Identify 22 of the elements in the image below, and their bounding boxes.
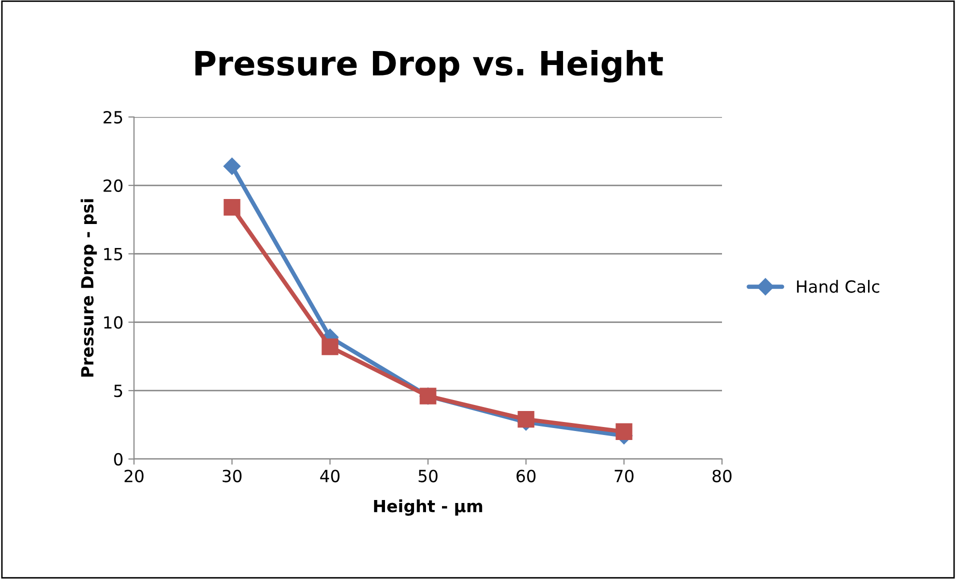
- y-tick-label: 15: [104, 248, 122, 260]
- x-tick-label: 30: [222, 470, 242, 482]
- x-tick-label: 20: [124, 470, 144, 482]
- x-tick-label: 50: [418, 470, 438, 482]
- x-tick-label: 70: [614, 470, 634, 482]
- point: [616, 423, 632, 440]
- x-tick-label: 40: [320, 470, 340, 482]
- y-tick-label: 20: [104, 179, 122, 192]
- point: [518, 410, 534, 428]
- y-tick-label: 10: [104, 316, 122, 329]
- point: [322, 338, 338, 356]
- y-tick-label: 5: [114, 384, 122, 398]
- x-tick-label: 60: [516, 470, 536, 482]
- y-axis-title: Pressure Drop - psi: [80, 199, 97, 377]
- point: [223, 158, 241, 175]
- point: [224, 198, 240, 216]
- x-axis-title: Height - µm: [374, 499, 482, 516]
- x-tick-label: 80: [712, 470, 732, 482]
- y-tick-label: 25: [104, 110, 122, 124]
- chart-title: Pressure Drop vs. Height: [195, 50, 663, 83]
- y-tick-label: 0: [114, 452, 122, 466]
- legend-label: Hand Calc: [797, 280, 880, 293]
